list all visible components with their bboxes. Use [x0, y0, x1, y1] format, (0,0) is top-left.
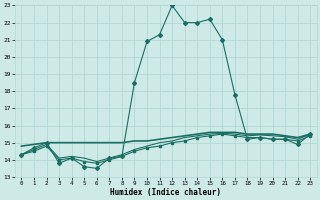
X-axis label: Humidex (Indice chaleur): Humidex (Indice chaleur): [110, 188, 221, 197]
